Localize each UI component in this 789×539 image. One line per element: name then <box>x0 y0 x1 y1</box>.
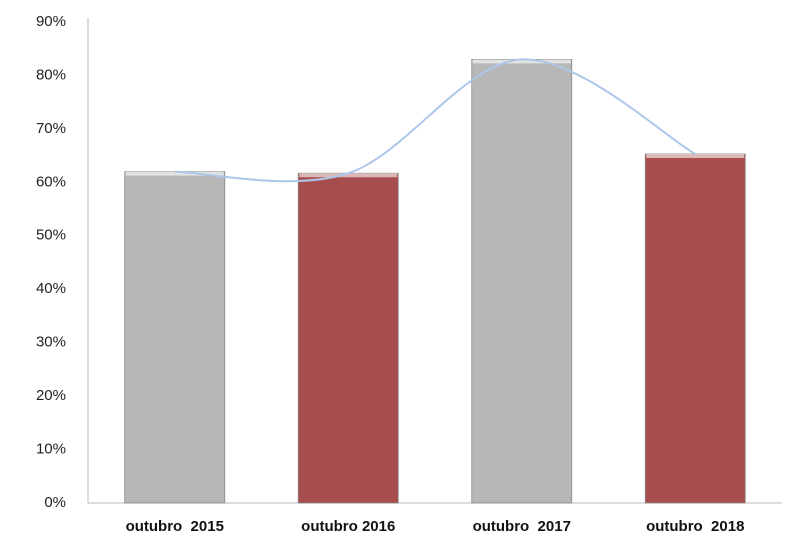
y-tick-label: 30% <box>36 334 66 351</box>
y-tick-label: 0% <box>44 494 66 511</box>
y-tick-label: 40% <box>36 280 66 297</box>
x-tick-label: outubro 2016 <box>301 518 395 535</box>
bar-highlight <box>299 173 398 178</box>
bar-highlight <box>125 171 224 176</box>
bar <box>124 171 226 504</box>
bar-highlight <box>646 154 745 159</box>
bar <box>297 172 399 504</box>
y-tick-label: 90% <box>36 13 66 30</box>
y-tick-label: 10% <box>36 441 66 458</box>
y-tick-label: 80% <box>36 66 66 83</box>
y-tick-label: 70% <box>36 120 66 137</box>
y-tick-label: 60% <box>36 173 66 190</box>
y-tick-label: 20% <box>36 387 66 404</box>
x-tick-label: outubro 2015 <box>126 518 224 535</box>
x-tick-label: outubro 2017 <box>473 518 571 535</box>
y-tick-label: 50% <box>36 227 66 244</box>
bar <box>471 59 573 504</box>
bar <box>644 153 746 504</box>
bar-highlight <box>472 59 571 64</box>
trend-line <box>174 58 696 183</box>
x-tick-label: outubro 2018 <box>646 518 744 535</box>
